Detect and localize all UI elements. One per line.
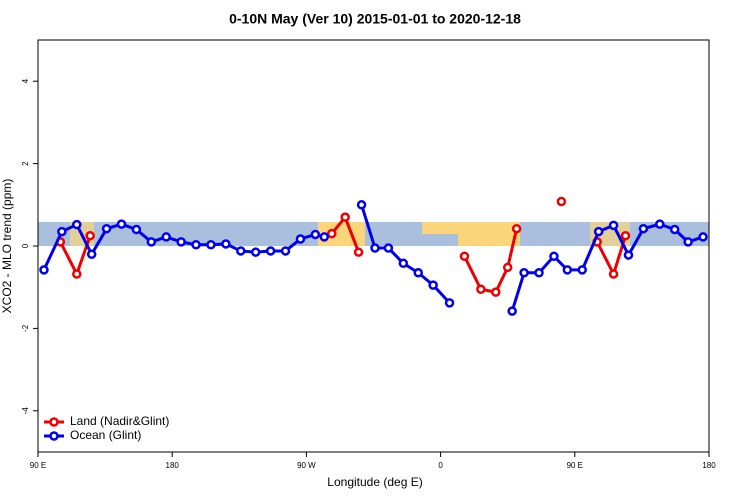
point — [577, 265, 588, 275]
point — [86, 249, 97, 259]
point — [620, 230, 631, 241]
point — [131, 224, 142, 235]
point — [326, 228, 337, 239]
point — [507, 306, 517, 316]
y-tick-label: 2 — [21, 161, 30, 166]
legend-marker — [49, 431, 59, 441]
point — [280, 246, 291, 256]
point — [502, 262, 513, 273]
point — [608, 220, 619, 231]
point — [593, 226, 604, 237]
point — [295, 234, 306, 244]
point — [413, 268, 423, 278]
x-tick-label: 0 — [438, 461, 443, 470]
point — [683, 237, 693, 247]
point — [116, 219, 127, 229]
legend-label: Land (Nadir&Glint) — [70, 414, 169, 428]
legend-marker — [49, 417, 59, 427]
y-tick-label: -2 — [21, 324, 30, 332]
point — [511, 223, 522, 234]
y-tick-label: 4 — [21, 78, 30, 83]
point — [319, 232, 330, 242]
point — [236, 246, 246, 256]
chart-title: 0-10N May (Ver 10) 2015-01-01 to 2020-12… — [229, 11, 521, 27]
x-tick-label: 180 — [702, 461, 716, 470]
point — [161, 232, 171, 242]
point — [356, 200, 367, 210]
y-tick-label: -4 — [21, 407, 30, 415]
point — [206, 240, 216, 250]
point — [428, 280, 438, 290]
point — [549, 251, 559, 262]
point — [698, 232, 708, 242]
point — [444, 298, 455, 308]
point — [370, 243, 380, 253]
legend-label: Ocean (Glint) — [70, 428, 141, 442]
land-patch — [458, 234, 520, 246]
point — [85, 230, 95, 241]
point — [476, 284, 486, 295]
point — [72, 219, 82, 230]
y-tick-label: 0 — [21, 243, 30, 248]
point — [562, 265, 573, 275]
point — [623, 250, 634, 260]
point — [519, 268, 529, 278]
x-tick-label: 90 E — [567, 461, 583, 470]
point — [398, 258, 409, 269]
point — [383, 243, 394, 253]
land-patch — [422, 222, 520, 234]
point — [310, 229, 321, 240]
point — [221, 239, 231, 249]
x-tick-label: 90 E — [30, 461, 46, 470]
point — [72, 269, 82, 279]
y-axis-label: XCO2 - MLO trend (ppm) — [0, 179, 14, 314]
point — [534, 268, 544, 278]
point — [669, 224, 680, 235]
point — [101, 223, 112, 234]
point — [57, 226, 67, 237]
point — [265, 246, 276, 256]
point — [353, 247, 364, 257]
x-tick-label: 180 — [166, 461, 180, 470]
point — [146, 237, 157, 247]
point — [608, 269, 619, 279]
point — [638, 223, 649, 234]
point — [39, 265, 49, 275]
point — [655, 219, 665, 229]
point — [176, 237, 186, 247]
point — [250, 247, 261, 257]
point — [556, 196, 567, 207]
x-tick-label: 90 W — [297, 461, 316, 470]
x-axis-label: Longitude (deg E) — [327, 475, 422, 489]
point — [340, 212, 350, 222]
point — [491, 287, 501, 297]
point — [459, 251, 470, 262]
point — [191, 240, 201, 250]
